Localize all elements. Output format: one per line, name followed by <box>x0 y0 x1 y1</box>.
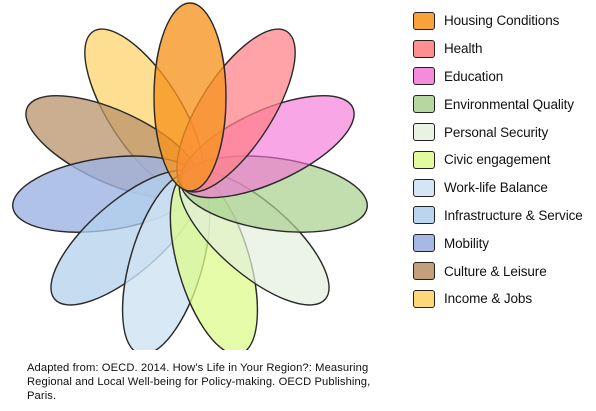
legend-swatch-environmental-quality <box>413 95 435 114</box>
legend-item-work-life-balance: Work-life Balance <box>413 174 596 202</box>
legend-swatch-civic-engagement <box>413 150 435 169</box>
legend-label: Personal Security <box>444 124 549 140</box>
legend-label: Housing Conditions <box>444 13 560 29</box>
legend-label: Environmental Quality <box>444 96 574 112</box>
wellbeing-flower-diagram <box>12 2 368 350</box>
source-caption: Adapted from: OECD. 2014. How’s Life in … <box>27 361 437 403</box>
legend-label: Infrastructure & Service <box>444 207 583 223</box>
legend-swatch-culture-leisure <box>413 262 435 281</box>
legend-label: Education <box>444 68 504 84</box>
legend-label: Civic engagement <box>444 152 551 168</box>
legend-item-income-jobs: Income & Jobs <box>413 285 596 313</box>
legend-item-civic-engagement: Civic engagement <box>413 146 596 174</box>
legend-swatch-health <box>413 39 435 58</box>
legend-label: Culture & Leisure <box>444 263 547 279</box>
legend-item-housing-conditions: Housing Conditions <box>413 7 596 35</box>
caption-line: Regional and Local Well-being for Policy… <box>27 376 371 388</box>
caption-line: Adapted from: OECD. 2014. How’s Life in … <box>27 362 369 374</box>
caption-line: Paris. <box>27 390 57 402</box>
legend-item-mobility: Mobility <box>413 229 596 257</box>
legend-label: Income & Jobs <box>444 291 532 307</box>
legend-label: Mobility <box>444 235 489 251</box>
legend-item-infrastructure-service: Infrastructure & Service <box>413 202 596 230</box>
legend-swatch-mobility <box>413 234 435 253</box>
legend-item-culture-leisure: Culture & Leisure <box>413 257 596 285</box>
legend-swatch-income-jobs <box>413 289 435 308</box>
legend-item-health: Health <box>413 35 596 63</box>
legend-swatch-work-life-balance <box>413 178 435 197</box>
legend-label: Health <box>444 41 483 57</box>
legend-item-personal-security: Personal Security <box>413 118 596 146</box>
legend-swatch-education <box>413 67 435 86</box>
legend-label: Work-life Balance <box>444 180 548 196</box>
legend-item-environmental-quality: Environmental Quality <box>413 90 596 118</box>
petal-housing-conditions <box>153 2 227 192</box>
legend-swatch-housing-conditions <box>413 11 435 30</box>
legend-swatch-personal-security <box>413 123 435 142</box>
legend-swatch-infrastructure-service <box>413 206 435 225</box>
legend-item-education: Education <box>413 63 596 91</box>
legend: Housing Conditions Health Education Envi… <box>413 7 596 313</box>
